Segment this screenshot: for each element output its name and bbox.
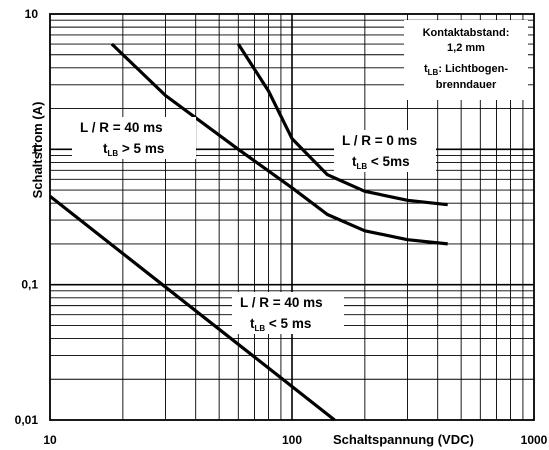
annotation-b-line2: tLB < 5ms [352, 154, 410, 171]
note-line3: tLB: Lichtbogen- [424, 63, 508, 77]
x-axis-label-bg [330, 428, 500, 448]
annotation-c-line1: L / R = 40 ms [240, 295, 323, 310]
x-tick-label: 1000 [521, 433, 548, 447]
x-tick-label: 10 [43, 433, 57, 447]
y-tick-label: 0,01 [15, 413, 39, 427]
annotation-c-line2: tLB < 5 ms [250, 316, 311, 333]
annotation-bg-a [72, 117, 196, 159]
annotation-b-line1: L / R = 0 ms [342, 133, 417, 148]
x-axis-label: Schaltspannung (VDC) [333, 432, 474, 447]
x-tick-labels: 10 100 1000 [43, 433, 547, 447]
annotation-bg-c [232, 292, 344, 334]
plot-frame [49, 13, 535, 421]
note-line4: brenndauer [436, 79, 497, 91]
series-line-2 [236, 43, 448, 207]
note-line1: Kontaktabstand: [423, 27, 510, 39]
note-box-bg [404, 20, 528, 100]
series-line-1 [110, 42, 448, 246]
series-group [49, 42, 448, 422]
y-tick-labels: 0,01 0,1 1 10 [15, 7, 39, 427]
y-tick-label: 10 [25, 7, 39, 21]
y-tick-label: 0,1 [21, 278, 38, 292]
y-tick-label: 1 [31, 142, 38, 156]
annotation-bg-b [334, 130, 436, 172]
annotation-a-line1: L / R = 40 ms [80, 120, 163, 135]
x-tick-label: 100 [282, 433, 302, 447]
series-line-3 [49, 195, 336, 422]
y-axis-label: Schaltstrom (A) [30, 102, 45, 199]
annotation-a-line2: tLB > 5 ms [103, 141, 164, 158]
note-line2: 1,2 mm [447, 42, 485, 54]
